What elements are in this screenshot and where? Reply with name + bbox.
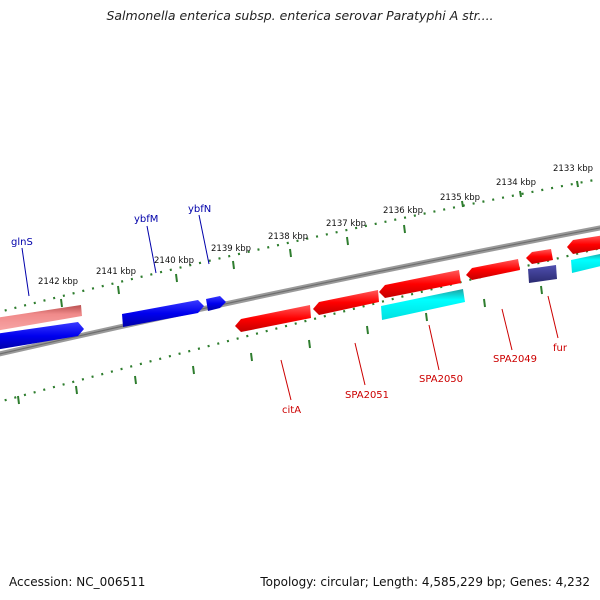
major-tick [576,180,579,188]
major-tick [17,395,20,405]
major-tick [519,190,522,198]
leader-SPA2049 [501,308,513,351]
tick-label-2137: 2137 kbp [326,219,366,229]
gene-fur[interactable] [526,249,553,264]
accession-text: Accession: NC_006511 [9,575,146,589]
tick-label-2138: 2138 kbp [268,232,308,242]
tick-label-2140: 2140 kbp [154,256,194,266]
map-title: Salmonella enterica subsp. enterica sero… [106,8,494,23]
major-tick [289,248,292,258]
major-tick [483,298,486,308]
tick-label-2134: 2134 kbp [496,178,536,188]
major-tick [346,236,349,246]
label-SPA2050[interactable]: SPA2050 [419,374,463,385]
leader-ybfN [198,214,210,265]
tick-label-2135: 2135 kbp [440,193,480,203]
major-tick [232,260,235,270]
label-SPA2049[interactable]: SPA2049 [493,354,537,365]
gene-glnS[interactable] [0,322,84,350]
major-tick [192,365,195,375]
leader-fur [547,295,559,339]
major-tick [461,200,464,208]
major-tick [250,352,253,362]
tick-label-2142: 2142 kbp [38,277,78,287]
gene-ybfN[interactable] [206,296,226,311]
label-citA[interactable]: citA [282,405,301,416]
label-ybfN[interactable]: ybfN [188,204,211,215]
gene-right-edge[interactable] [567,235,600,254]
major-ticks [60,180,579,308]
genome-summary-text: Topology: circular; Length: 4,585,229 bp… [260,575,590,589]
genome-backbone [0,225,600,357]
major-tick [403,224,406,234]
feature-cyan-right[interactable] [571,253,600,273]
gene-SPA2051[interactable] [313,290,379,315]
major-tick [60,298,63,308]
major-tick [308,339,311,349]
major-tick [75,385,78,395]
leader-citA [280,359,292,401]
major-tick [366,325,369,335]
leader-SPA2051 [354,342,366,386]
leader-glnS [21,247,30,297]
gene-citA[interactable] [235,305,311,332]
leader-SPA2050 [428,324,440,371]
label-fur[interactable]: fur [553,343,568,354]
inner-major-ticks [17,285,543,405]
label-ybfM[interactable]: ybfM [134,214,158,225]
label-SPA2051[interactable]: SPA2051 [345,390,389,401]
genome-backbone-core [0,227,600,355]
gene-SPA2050[interactable] [379,270,461,298]
feature-cyan-SPA2050[interactable] [381,289,465,320]
tick-label-2141: 2141 kbp [96,267,136,277]
feature-pink-glnS[interactable] [0,305,82,331]
tick-label-2139: 2139 kbp [211,244,251,254]
label-glnS[interactable]: glnS [11,237,33,248]
major-tick [134,375,137,385]
gene-ybfM[interactable] [122,300,204,327]
major-tick [175,273,178,283]
feature-navy-fur[interactable] [528,265,557,283]
tick-label-2133: 2133 kbp [553,164,593,174]
major-tick [425,312,428,322]
tick-label-2136: 2136 kbp [383,206,423,216]
gene-SPA2049[interactable] [466,259,520,280]
major-tick [117,285,120,295]
major-tick [540,285,543,295]
leader-ybfM [146,225,157,274]
